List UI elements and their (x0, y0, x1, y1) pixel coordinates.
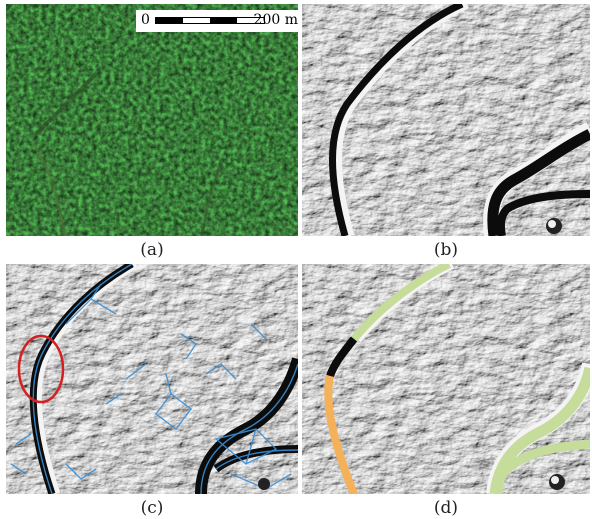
panel-a-aerial-photo: 0 200 m (6, 4, 298, 236)
scale-bar: 0 200 m (136, 10, 298, 32)
road-segment-orange (324, 375, 358, 494)
caption-d: (d) (433, 498, 459, 518)
network-overlay-image (6, 264, 298, 494)
scale-bar-graphic (155, 17, 265, 24)
panel-c-network (6, 264, 298, 494)
scale-bar-end-label: 200 m (253, 12, 298, 28)
highlight-ellipse (17, 334, 65, 404)
panel-d-classified (302, 264, 590, 494)
road-segment-green (350, 264, 451, 342)
scale-bar-start-label: 0 (141, 12, 150, 28)
caption-a: (a) (140, 240, 164, 260)
aerial-forest-image (6, 4, 298, 236)
panel-b-hillshade (302, 4, 590, 236)
caption-c: (c) (140, 498, 164, 518)
detected-network-lines (10, 264, 298, 494)
classified-road-image (302, 264, 590, 494)
hillshade-image (302, 4, 590, 236)
road-line-b (329, 4, 464, 236)
caption-b: (b) (433, 240, 459, 260)
